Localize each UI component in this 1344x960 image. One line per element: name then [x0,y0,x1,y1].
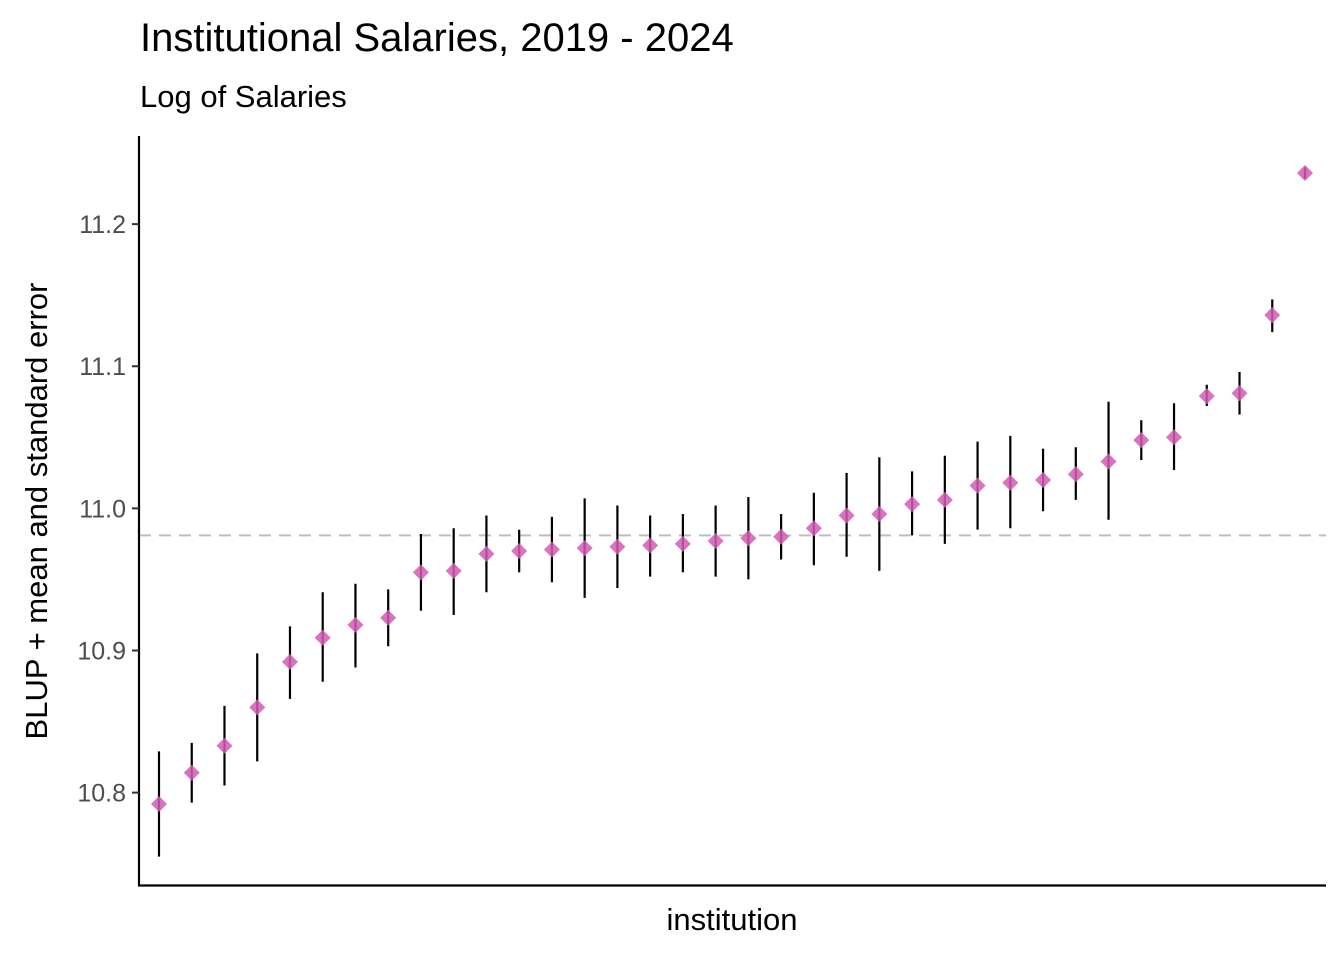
error-bar-layer [157,167,1307,857]
data-point [445,562,462,579]
axis-layer [137,136,1326,887]
data-point [347,616,364,633]
data-point [871,506,888,523]
data-point [674,535,691,552]
data-point [543,541,560,558]
data-point [707,533,724,550]
data-point [511,543,528,560]
data-point [936,491,953,508]
data-point [380,609,397,626]
data-point [740,530,757,547]
y-tick-label: 11.0 [79,495,126,523]
data-point [1002,474,1019,491]
data-point [805,520,822,537]
data-point [1100,453,1117,470]
data-point [281,653,298,670]
data-point [838,507,855,524]
x-axis-title: institution [667,902,798,937]
data-point [1133,432,1150,449]
data-point [1035,471,1052,488]
y-tick-label: 10.8 [77,780,126,808]
data-point [1166,429,1183,446]
data-point [969,477,986,494]
data-point [1297,164,1313,181]
data-point [249,699,266,716]
data-point [216,737,233,754]
data-point [773,528,790,545]
data-point [1264,307,1281,324]
point-layer [151,164,1313,812]
y-tick-layer: 10.8 10.9 11.0 11.1 11.2 [77,211,139,808]
data-point [183,764,200,781]
y-axis-title: BLUP + mean and standard error [19,283,54,740]
data-point [478,545,495,562]
data-point [904,496,921,513]
y-tick-label: 10.9 [77,637,126,665]
data-point [1231,385,1248,402]
y-tick-label: 11.2 [79,211,126,239]
chart-subtitle: Log of Salaries [140,79,347,114]
data-point [1067,466,1084,483]
data-point [609,538,626,555]
data-point [576,540,593,557]
data-point [412,564,429,581]
data-point [151,795,167,812]
data-point [1198,388,1215,405]
data-point [314,629,331,646]
chart-title: Institutional Salaries, 2019 - 2024 [140,16,734,60]
y-tick-label: 11.1 [79,353,126,381]
data-point [642,537,659,554]
